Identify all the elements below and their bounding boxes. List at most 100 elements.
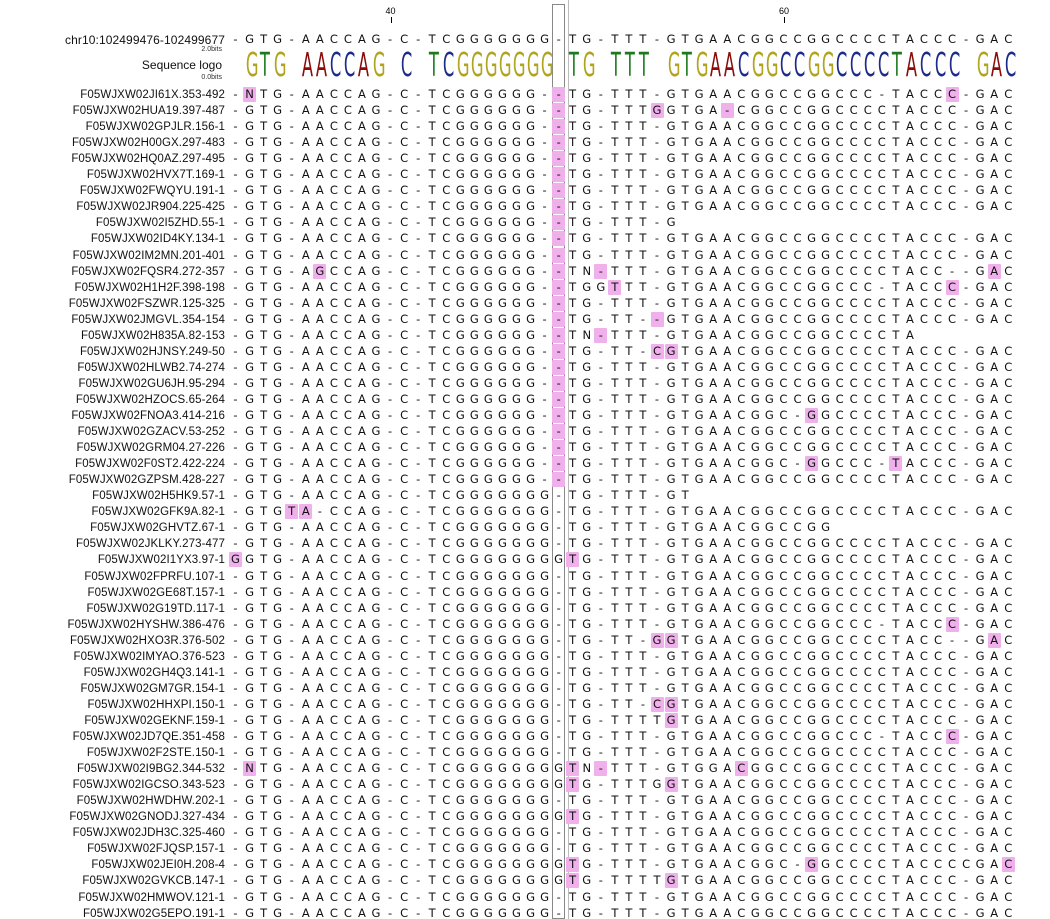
read-name[interactable]: F05WJXW02HZOCS.65-264 [75,393,225,406]
read-name[interactable]: F05WJXW02FSZWR.125-325 [68,297,225,310]
read-name[interactable]: F05WJXW02FJQSP.157-1 [87,843,225,856]
residue-cell: G [750,793,760,808]
residue-cell: A [723,584,732,599]
residue-cell: C [863,247,872,262]
read-name[interactable]: F05WJXW02I5ZHD.55-1 [95,217,225,230]
read-name[interactable]: F05WJXW02H00GX.297-483 [71,137,225,150]
read-name[interactable]: F05WJXW02GPJLR.156-1 [85,121,225,134]
residue-cell: G [512,199,521,214]
read-name[interactable]: F05WJXW02HXO3R.376-502 [70,634,225,647]
read-name[interactable]: F05WJXW02HMWOV.121-1 [78,891,225,904]
residue-cell: A [358,568,366,583]
residue-cell: C [329,391,338,406]
read-name[interactable]: F05WJXW02GZPSM.428-227 [68,474,225,487]
read-name[interactable]: F05WJXW02JMGVL.354-154 [71,313,225,326]
residue-cell: T [611,696,619,711]
read-name[interactable]: F05WJXW02JD7QE.351-458 [72,731,225,743]
residue-cell: - [289,295,294,310]
read-name[interactable]: F05WJXW02JI61X.353-492 [80,89,225,101]
read-name[interactable]: F05WJXW02GE68T.157-1 [87,586,225,599]
read-name[interactable]: F05WJXW02HVX7T.169-1 [86,169,225,182]
residue-cell: T [260,119,268,134]
read-name[interactable]: F05WJXW02FWQYU.191-1 [79,185,225,198]
residue-cell: G [512,616,521,631]
read-name[interactable]: F05WJXW02GH4Q3.141-1 [83,666,225,679]
read-name[interactable]: F05WJXW02H5HK9.57-1 [92,490,225,503]
read-name[interactable]: F05WJXW02F0ST2.422-224 [75,458,225,471]
residue-cell: - [416,343,421,358]
residue-cell: C [779,600,788,615]
residue-cell: T [639,199,647,214]
read-name[interactable]: F05WJXW02F2STE.150-1 [86,747,225,760]
read-name[interactable]: F05WJXW02FQSR4.272-357 [71,265,225,278]
read-name[interactable]: F05WJXW02I9BG2.344-532 [77,763,225,776]
residue-cell: C [400,729,409,743]
read-name[interactable]: F05WJXW02GVKCB.147-1 [82,875,225,888]
residue-cell: A [358,696,366,711]
residue-cell: G [554,777,564,792]
residue-cell: A [723,761,732,776]
residue-cell: G [582,552,592,567]
read-name[interactable]: F05WJXW02JDH3C.325-460 [72,827,225,840]
residue-cell: - [552,311,566,327]
residue-cell: G [371,857,381,872]
residue-cell: C [933,809,943,824]
read-name[interactable]: F05WJXW02GNODJ.327-434 [69,811,225,824]
residue-cell: C [442,632,451,647]
residue-cell: T [260,247,268,262]
residue-cell: A [709,857,718,872]
residue-cell: C [329,905,338,919]
read-name[interactable]: F05WJXW02IGCSO.343-523 [72,779,225,792]
read-name[interactable]: F05WJXW02G19TD.117-1 [86,602,225,615]
residue-cell: T [625,343,633,358]
read-name[interactable]: F05WJXW02IM2MN.201-401 [72,249,225,262]
read-name[interactable]: F05WJXW02I1YX3.97-1 [97,554,225,567]
read-name[interactable]: F05WJXW02JKLKY.273-477 [75,538,225,551]
read-name[interactable]: F05WJXW02GZACV.53-252 [77,426,225,439]
read-name[interactable]: F05WJXW02HYSHW.386-476 [67,618,225,631]
read-name[interactable]: F05WJXW02HWDHW.202-1 [76,795,225,808]
read-name[interactable]: F05WJXW02HHXPI.150-1 [87,698,225,711]
residue-cell: - [416,504,421,519]
read-name[interactable]: F05WJXW02H1H2F.398-198 [74,281,225,294]
read-name[interactable]: F05WJXW02ID4KY.134-1 [90,233,225,246]
residue-cell: - [964,87,969,101]
read-name[interactable]: F05WJXW02HLWB2.74-274 [77,361,225,374]
residue-cell: G [807,424,816,439]
residue-cell: C [962,857,971,872]
residue-cell: C [835,247,844,262]
residue-cell: G [694,632,704,647]
reference-name[interactable]: chr10:102499476-102499677 [65,33,225,47]
residue-cell: A [905,873,914,888]
read-name[interactable]: F05WJXW02GM7GR.154-1 [80,682,225,695]
read-name[interactable]: F05WJXW02GHVTZ.67-1 [90,522,225,535]
read-name[interactable]: F05WJXW02G5EPO.191-1 [83,907,225,919]
read-name[interactable]: F05WJXW02JEI0H.208-4 [91,859,225,872]
read-name[interactable]: F05WJXW02FPRFU.107-1 [84,570,225,583]
residue-cell: G [750,873,760,888]
residue-cell: G [807,712,816,727]
residue-cell: G [650,103,664,119]
read-name[interactable]: F05WJXW02GFK9A.82-1 [91,506,225,519]
read-name[interactable]: F05WJXW02IMYAO.376-523 [73,650,225,663]
residue-cell: G [540,889,550,904]
residue-cell: - [387,857,393,872]
read-name[interactable]: F05WJXW02FNOA3.414-216 [71,410,225,422]
read-name[interactable]: F05WJXW02H835A.82-153 [80,329,225,342]
residue-cell: T [569,167,577,182]
read-name[interactable]: F05WJXW02HUA19.397-487 [72,105,225,118]
residue-cell: G [497,536,507,551]
read-name[interactable]: F05WJXW02HJNSY.249-50 [79,345,225,358]
read-name[interactable]: F05WJXW02GEKNF.159-1 [84,714,225,727]
residue-cell: A [315,199,324,214]
residue-cell: G [455,632,465,647]
residue-cell: G [371,279,381,294]
read-name[interactable]: F05WJXW02GRM04.27-226 [76,442,225,455]
residue-cell: A [723,873,732,888]
read-name[interactable]: F05WJXW02HQ0AZ.297-495 [71,153,225,166]
read-name[interactable]: F05WJXW02JR904.225-425 [76,201,225,214]
residue-cell: G [512,905,521,919]
residue-cell: A [905,648,914,663]
read-name[interactable]: F05WJXW02GU6JH.95-294 [78,377,225,390]
